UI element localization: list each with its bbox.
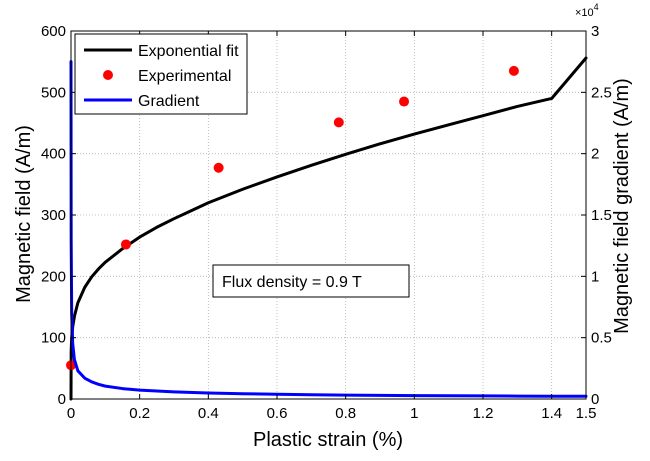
- legend-marker-experimental: [103, 70, 113, 80]
- legend-label-gradient: Gradient: [138, 93, 200, 110]
- legend-label-exponential-fit: Exponential fit: [138, 43, 239, 60]
- y2-tick-label: 0: [591, 391, 599, 408]
- data-point-experimental: [508, 65, 519, 76]
- y2-tick-label: 0.5: [591, 330, 612, 347]
- y-tick-label: 500: [41, 84, 66, 101]
- grid: [71, 31, 586, 399]
- x-tick-label: 0: [67, 405, 75, 422]
- y-tick-label: 200: [41, 268, 66, 285]
- x-tick-label: 1.4: [541, 405, 562, 422]
- y-tick-label: 300: [41, 207, 66, 224]
- plot-area: [66, 56, 588, 401]
- annotation-text: Flux density = 0.9 T: [222, 274, 362, 291]
- series-line-gradient: [69, 60, 588, 398]
- y-tick-label: 0: [58, 391, 66, 408]
- legend-label-experimental: Experimental: [138, 68, 231, 85]
- y-tick-label: 400: [41, 146, 66, 163]
- x-tick-label: 1.5: [576, 405, 597, 422]
- y-tick-label: 600: [41, 23, 66, 40]
- y2-tick-label: 1: [591, 268, 599, 285]
- data-point-experimental: [399, 96, 410, 107]
- x-tick-label: 0.6: [267, 405, 288, 422]
- data-point-experimental: [213, 162, 224, 173]
- x-tick-label: 0.4: [198, 405, 219, 422]
- y-tick-label: 100: [41, 330, 66, 347]
- series-line-exponential-fit: [69, 56, 588, 401]
- data-point-experimental: [120, 239, 131, 250]
- data-point-experimental: [333, 117, 344, 128]
- y2-tick-label: 2: [591, 146, 599, 163]
- x-tick-label: 0.2: [129, 405, 150, 422]
- y2-axis-label: Magnetic field gradient (A/m): [611, 78, 633, 334]
- y2-tick-label: 3: [591, 23, 599, 40]
- x-tick-label: 1: [410, 405, 418, 422]
- y2-tick-label: 2.5: [591, 84, 612, 101]
- y2-tick-label: 1.5: [591, 207, 612, 224]
- x-tick-label: 1.2: [473, 405, 494, 422]
- annotation-box: [212, 264, 410, 298]
- y2-multiplier: ×104: [575, 2, 599, 19]
- legend: Exponential fit Experimental Gradient: [74, 33, 248, 115]
- y-axis-label: Magnetic field (A/m): [13, 125, 35, 303]
- annotation: Flux density = 0.9 T: [212, 264, 410, 298]
- x-tick-label: 0.8: [335, 405, 356, 422]
- ticks: 0 0.2 0.4 0.6 0.8 1 1.2 1.4 1.501002003004005006…: [41, 23, 612, 422]
- x-axis-label: Plastic strain (%): [253, 429, 403, 451]
